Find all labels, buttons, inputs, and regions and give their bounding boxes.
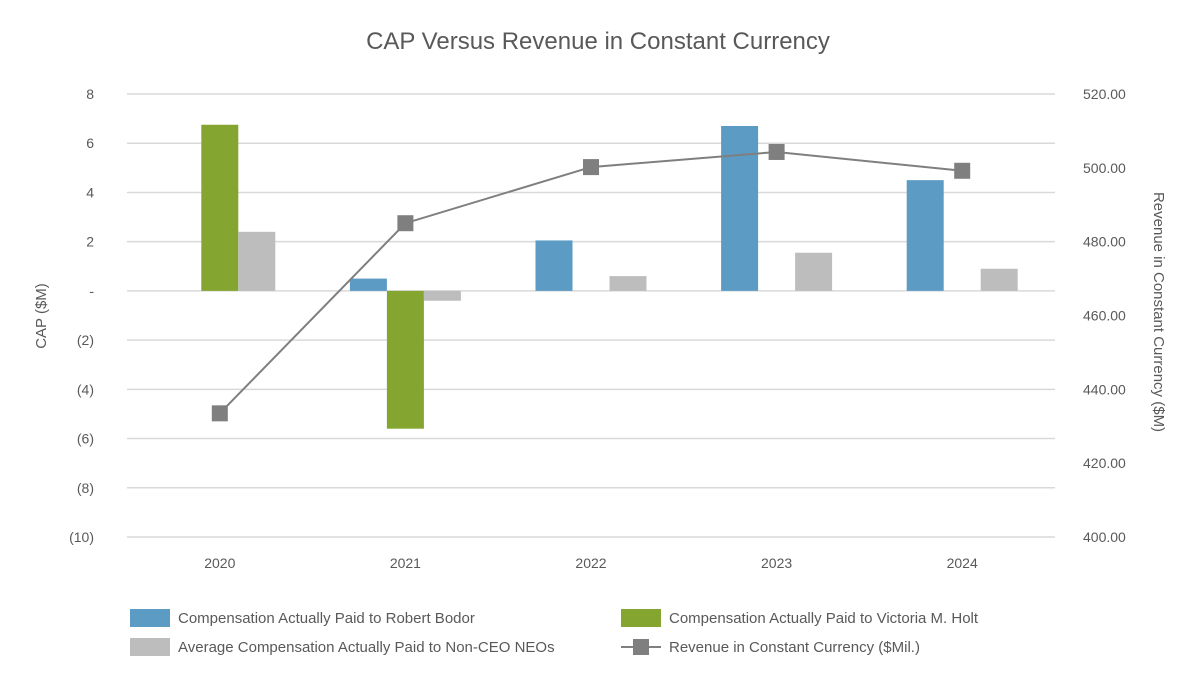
revenue-line <box>211 143 971 422</box>
legend-swatch <box>621 609 661 627</box>
revenue-marker <box>583 159 599 176</box>
revenue-line-path <box>219 150 963 415</box>
bar <box>386 290 424 429</box>
right-tick-label: 520.00 <box>1083 86 1126 102</box>
left-tick-label: - <box>89 283 94 299</box>
right-tick-label: 500.00 <box>1083 160 1126 176</box>
right-tick-label: 420.00 <box>1083 455 1126 471</box>
bar <box>721 125 759 291</box>
left-axis-title: CAP ($M) <box>33 283 50 349</box>
legend-label: Revenue in Constant Currency ($Mil.) <box>669 639 920 656</box>
gridlines <box>127 93 1055 538</box>
right-axis-title: Revenue in Constant Currency ($M) <box>1150 192 1167 432</box>
bar <box>201 124 239 291</box>
legend-swatch <box>130 609 170 627</box>
revenue-marker <box>954 162 971 179</box>
legend-label: Compensation Actually Paid to Robert Bod… <box>178 610 475 627</box>
left-tick-label: 2 <box>86 234 94 250</box>
bar <box>535 240 573 291</box>
legend: Compensation Actually Paid to Robert Bod… <box>130 609 979 656</box>
left-tick-label: 4 <box>86 184 94 200</box>
left-tick-label: (6) <box>77 431 94 447</box>
left-tick-label: (10) <box>69 529 94 545</box>
x-axis-ticks: 2020 2021 2022 2023 2024 <box>204 555 978 571</box>
legend-marker-swatch <box>633 639 649 655</box>
bar <box>980 268 1018 291</box>
legend-label: Compensation Actually Paid to Victoria M… <box>669 610 979 627</box>
revenue-marker <box>768 143 785 160</box>
bar <box>423 290 461 301</box>
bar <box>349 278 387 291</box>
right-tick-label: 480.00 <box>1083 234 1126 250</box>
left-tick-label: 8 <box>86 86 94 102</box>
left-tick-label: 6 <box>86 135 94 151</box>
x-tick-label: 2021 <box>390 555 421 571</box>
right-tick-label: 460.00 <box>1083 308 1126 324</box>
x-tick-label: 2020 <box>204 555 235 571</box>
right-tick-label: 400.00 <box>1083 529 1126 545</box>
right-axis-ticks: 520.00 500.00 480.00 460.00 440.00 420.00 400.… <box>1083 86 1126 545</box>
chart-title: CAP Versus Revenue in Constant Currency <box>366 28 830 55</box>
x-tick-label: 2022 <box>575 555 606 571</box>
bars <box>201 124 1018 429</box>
left-tick-label: (4) <box>77 381 94 397</box>
legend-label: Average Compensation Actually Paid to No… <box>178 639 555 656</box>
bar <box>609 276 647 291</box>
revenue-marker <box>397 215 414 232</box>
left-tick-label: (2) <box>77 332 94 348</box>
bar <box>238 231 276 291</box>
x-tick-label: 2024 <box>947 555 978 571</box>
legend-swatch <box>130 638 170 656</box>
left-axis-ticks: 8 6 4 2 - (2) (4) (6) (8) (10) <box>69 86 94 545</box>
x-tick-label: 2023 <box>761 555 792 571</box>
revenue-marker <box>211 405 228 422</box>
left-tick-label: (8) <box>77 480 94 496</box>
bar <box>795 252 833 291</box>
bar <box>906 180 944 291</box>
right-tick-label: 440.00 <box>1083 381 1126 397</box>
